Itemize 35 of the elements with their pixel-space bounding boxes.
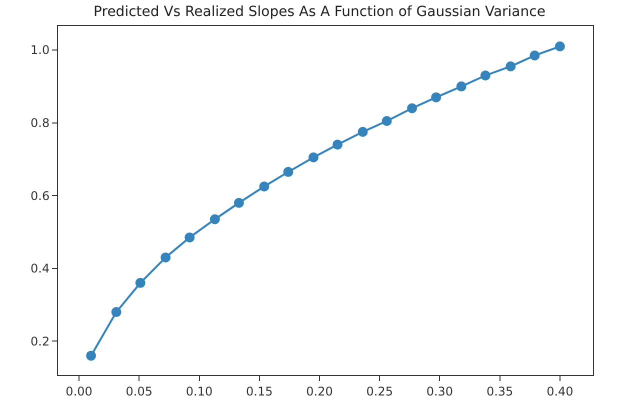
point xyxy=(184,232,195,242)
point xyxy=(554,41,565,52)
y-tick-label: 1.0 xyxy=(30,43,50,58)
y-tick-label: 0.6 xyxy=(30,188,50,203)
x-tick-label: 0.40 xyxy=(546,384,574,398)
chart-title: Predicted Vs Realized Slopes As A Function of Gaussian Variance xyxy=(94,4,546,20)
point xyxy=(382,116,392,126)
point xyxy=(259,181,270,192)
x-tick-label: 0.20 xyxy=(306,384,333,398)
x-tick-label: 0.10 xyxy=(186,384,213,398)
point xyxy=(111,307,122,318)
y-tick-label: 0.4 xyxy=(30,262,50,276)
point xyxy=(456,81,466,92)
point xyxy=(431,92,442,102)
point xyxy=(480,70,490,80)
point xyxy=(308,152,318,162)
point xyxy=(160,252,171,262)
x-tick-label: 0.30 xyxy=(426,384,454,398)
x-tick-label: 0.35 xyxy=(486,384,514,398)
point xyxy=(86,350,96,361)
x-tick-label: 0.25 xyxy=(366,384,393,398)
y-tick-label: 0.8 xyxy=(30,116,50,130)
point xyxy=(135,278,146,288)
point xyxy=(358,126,368,137)
x-tick-label: 0.00 xyxy=(66,384,92,398)
x-tick-label: 0.05 xyxy=(126,384,153,398)
point xyxy=(332,140,343,150)
point xyxy=(530,50,540,60)
y-tick-label: 0.2 xyxy=(30,334,50,348)
point xyxy=(210,214,220,224)
x-tick-label: 0.15 xyxy=(246,384,273,398)
point xyxy=(506,61,516,72)
point xyxy=(407,103,418,114)
point xyxy=(234,198,244,208)
point xyxy=(283,166,294,177)
